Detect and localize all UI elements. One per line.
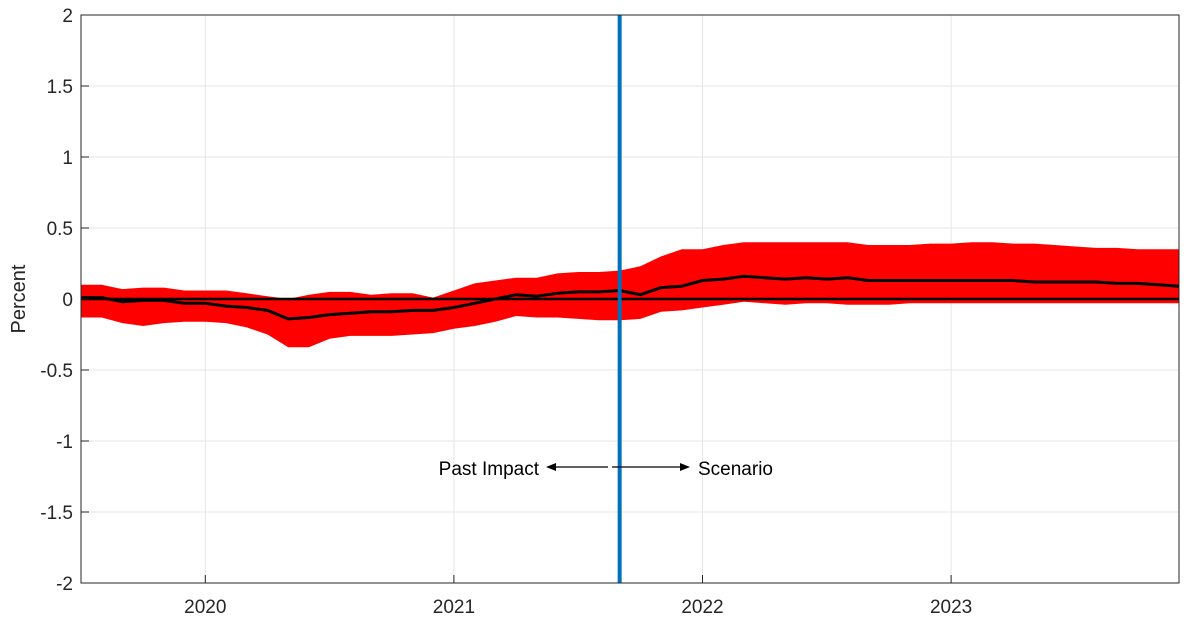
x-tick-label: 2020 xyxy=(184,597,226,618)
x-tick-label: 2022 xyxy=(681,597,723,618)
y-tick-label: 0 xyxy=(62,290,73,311)
y-tick-label: 1 xyxy=(62,148,73,169)
y-tick-label: -1 xyxy=(56,432,73,453)
x-tick-label: 2021 xyxy=(433,597,475,618)
y-tick-label: 0.5 xyxy=(47,219,73,240)
y-axis-label: Percent xyxy=(8,264,30,333)
median-line-group xyxy=(81,274,1180,321)
annotations: Past Impact Scenario xyxy=(439,459,773,480)
arrow-right-head xyxy=(680,463,690,471)
x-tick-labels: 2020 2021 2022 2023 xyxy=(184,597,972,618)
annotation-past-impact: Past Impact xyxy=(439,459,540,480)
confidence-band xyxy=(81,242,1179,348)
y-tick-label: 2 xyxy=(62,6,73,27)
annotation-scenario: Scenario xyxy=(698,459,773,480)
y-tick-label: -1.5 xyxy=(40,503,73,524)
axes-frame xyxy=(80,14,1180,584)
y-tick-label: -0.5 xyxy=(40,361,73,382)
confidence-band-area xyxy=(81,242,1179,348)
x-tick-label: 2023 xyxy=(930,597,972,618)
y-tick-labels: 2 1.5 1 0.5 0 -0.5 -1 -1.5 -2 xyxy=(40,6,73,595)
median-line xyxy=(81,274,1180,321)
y-tick-label: -2 xyxy=(56,574,73,595)
arrow-left-head xyxy=(546,463,556,471)
y-tick-label: 1.5 xyxy=(47,77,73,98)
